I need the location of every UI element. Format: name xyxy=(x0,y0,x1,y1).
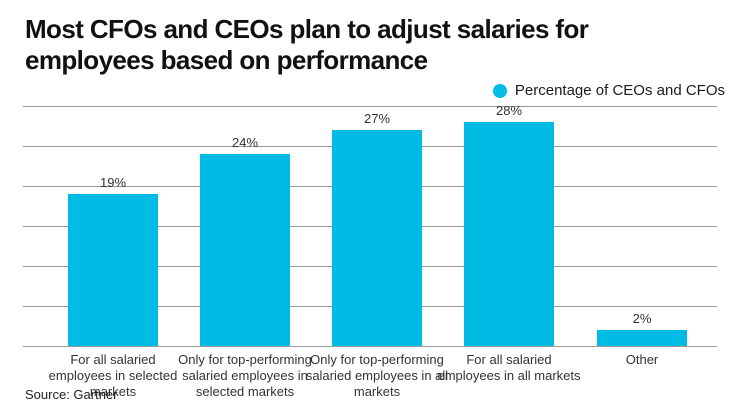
bar xyxy=(68,194,158,346)
page-title: Most CFOs and CEOs plan to adjust salari… xyxy=(25,14,589,75)
legend-dot-icon xyxy=(492,83,507,98)
bar-value-label: 28% xyxy=(495,103,523,118)
gridline xyxy=(23,106,717,107)
bar xyxy=(200,154,290,346)
x-axis-line xyxy=(23,346,717,347)
category-label: Only for top-performing salaried employe… xyxy=(305,352,449,399)
plot-area: 19% For all salaried employees in selecte… xyxy=(23,103,717,399)
bar-value-label: 24% xyxy=(231,135,259,150)
category-label: Other xyxy=(625,352,659,367)
bar xyxy=(464,122,554,346)
legend: Percentage of CEOs and CFOs xyxy=(492,82,725,99)
bar xyxy=(597,330,687,346)
legend-label: Percentage of CEOs and CFOs xyxy=(514,82,725,99)
category-label: Only for top-performing salaried employe… xyxy=(178,352,312,399)
category-label: For all salaried employees in selected m… xyxy=(48,352,178,399)
bar xyxy=(332,130,422,346)
bar-value-label: 19% xyxy=(99,175,127,190)
category-label: For all salaried employees in all market… xyxy=(437,352,581,383)
bar-value-label: 27% xyxy=(363,111,391,126)
source-label: Source: Gartner xyxy=(25,387,118,402)
bar-value-label: 2% xyxy=(632,311,652,326)
